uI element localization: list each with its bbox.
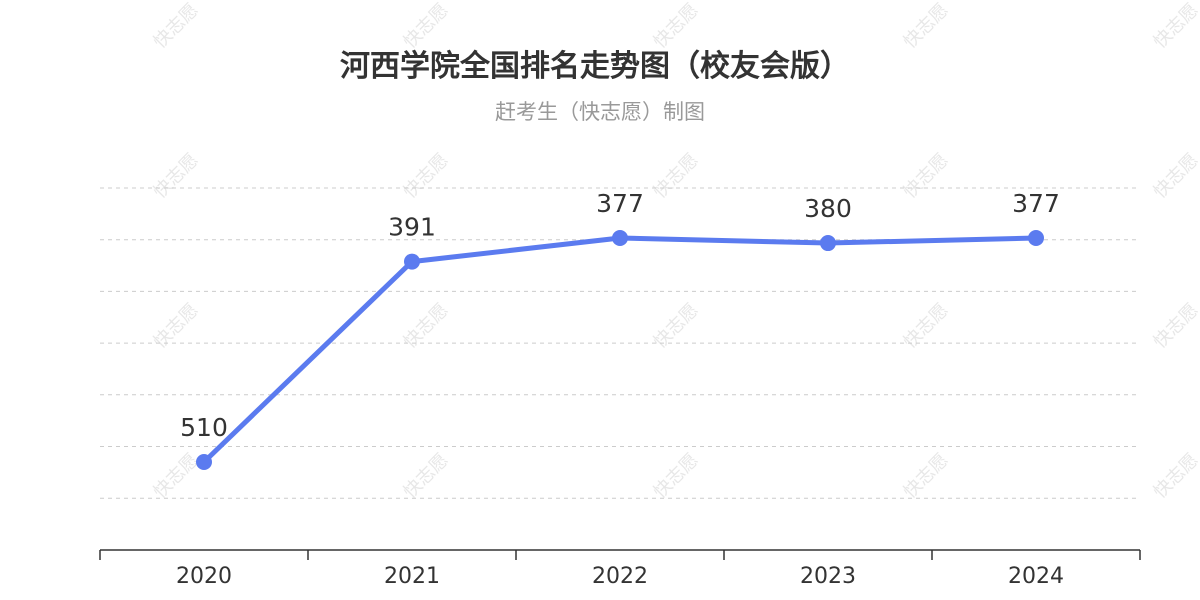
watermark-text: 快志愿	[150, 300, 203, 353]
watermark-text: 快志愿	[900, 150, 953, 203]
data-point[interactable]	[612, 230, 628, 246]
data-point[interactable]	[820, 235, 836, 252]
data-point[interactable]	[196, 454, 212, 470]
data-label: 380	[804, 194, 852, 223]
x-tick-label: 2021	[384, 564, 440, 589]
data-label: 377	[596, 189, 644, 218]
x-tick-label: 2020	[176, 564, 232, 589]
data-label: 391	[388, 213, 436, 242]
x-tick-label: 2022	[592, 564, 648, 589]
series-layer: 510 391 377 380 377	[180, 189, 1060, 470]
watermark-text: 快志愿	[900, 0, 953, 53]
watermark-text: 快志愿	[1150, 150, 1200, 203]
x-axis: 2020 2021 2022 2023 2024	[99, 549, 1141, 589]
watermark-text: 快志愿	[400, 450, 453, 503]
watermark-text: 快志愿	[150, 450, 203, 503]
watermark-text: 快志愿	[650, 150, 703, 203]
chart-subtitle: 赶考生（快志愿）制图	[495, 100, 705, 124]
data-point[interactable]	[1028, 230, 1044, 246]
watermark-text: 快志愿	[900, 300, 953, 353]
watermark-text: 快志愿	[150, 0, 203, 53]
watermark-text: 快志愿	[400, 150, 453, 203]
watermark-text: 快志愿	[400, 300, 453, 353]
watermark-text: 快志愿	[150, 150, 203, 203]
data-point[interactable]	[404, 253, 420, 270]
watermark-text: 快志愿	[650, 450, 703, 503]
watermark-text: 快志愿	[1150, 0, 1200, 53]
x-tick-label: 2024	[1008, 564, 1064, 589]
watermark-text: 快志愿	[1150, 450, 1200, 503]
data-label: 510	[180, 413, 228, 442]
watermark-text: 快志愿	[1150, 300, 1200, 353]
watermark-text: 快志愿	[650, 0, 703, 53]
watermark-text: 快志愿	[650, 300, 703, 353]
data-label: 377	[1012, 189, 1060, 218]
chart-title: 河西学院全国排名走势图（校友会版）	[340, 49, 850, 84]
x-tick-label: 2023	[800, 564, 856, 589]
watermark-text: 快志愿	[900, 450, 953, 503]
watermark-text: 快志愿	[400, 0, 453, 53]
